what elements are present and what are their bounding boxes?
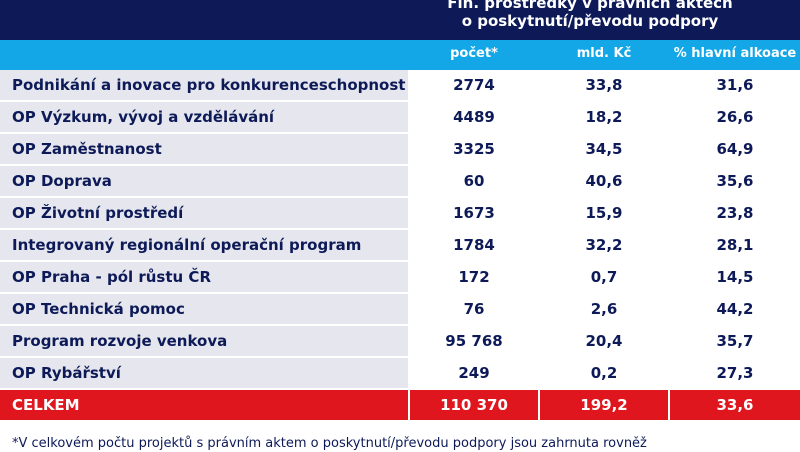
amount-cell: 0,7 (540, 262, 668, 292)
amount-cell: 18,2 (540, 102, 668, 132)
total-percent: 33,6 (670, 390, 800, 420)
count-cell: 4489 (410, 102, 538, 132)
percent-cell: 26,6 (670, 102, 800, 132)
program-name: OP Rybářství (0, 358, 408, 388)
table-row: Integrovaný regionální operační program … (0, 230, 800, 262)
table-row: OP Rybářství 249 0,2 27,3 (0, 358, 800, 390)
table-body: Podnikání a inovace pro konkurenceschopn… (0, 70, 800, 422)
table-title: Fin. prostředky v právních aktech o posk… (420, 0, 760, 30)
program-name: Integrovaný regionální operační program (0, 230, 408, 260)
program-name: Program rozvoje venkova (0, 326, 408, 356)
table-row: OP Technická pomoc 76 2,6 44,2 (0, 294, 800, 326)
table-header-band: Fin. prostředky v právních aktech o posk… (0, 0, 800, 40)
amount-cell: 2,6 (540, 294, 668, 324)
table-title-line-2: o poskytnutí/převodu podpory (461, 12, 719, 30)
program-name: OP Životní prostředí (0, 198, 408, 228)
total-row: CELKEM 110 370 199,2 33,6 (0, 390, 800, 422)
count-cell: 95 768 (410, 326, 538, 356)
count-cell: 1784 (410, 230, 538, 260)
program-name: OP Výzkum, vývoj a vzdělávání (0, 102, 408, 132)
amount-cell: 32,2 (540, 230, 668, 260)
percent-cell: 35,7 (670, 326, 800, 356)
amount-cell: 33,8 (540, 70, 668, 100)
footnote: *V celkovém počtu projektů s právním akt… (12, 436, 647, 451)
table-row: OP Doprava 60 40,6 35,6 (0, 166, 800, 198)
percent-cell: 35,6 (670, 166, 800, 196)
table-row: OP Zaměstnanost 3325 34,5 64,9 (0, 134, 800, 166)
percent-cell: 28,1 (670, 230, 800, 260)
count-cell: 3325 (410, 134, 538, 164)
column-header-row: počet* mld. Kč % hlavní alkoace (0, 40, 800, 70)
percent-cell: 27,3 (670, 358, 800, 388)
table-title-line-1: Fin. prostředky v právních aktech (447, 0, 733, 12)
amount-cell: 34,5 (540, 134, 668, 164)
percent-cell: 44,2 (670, 294, 800, 324)
column-header-program (0, 40, 408, 70)
count-cell: 2774 (410, 70, 538, 100)
table-row: Program rozvoje venkova 95 768 20,4 35,7 (0, 326, 800, 358)
column-header-count: počet* (450, 46, 498, 61)
total-amount: 199,2 (540, 390, 668, 420)
amount-cell: 20,4 (540, 326, 668, 356)
percent-cell: 14,5 (670, 262, 800, 292)
column-header-amount: mld. Kč (576, 46, 632, 61)
amount-cell: 40,6 (540, 166, 668, 196)
table-row: Podnikání a inovace pro konkurenceschopn… (0, 70, 800, 102)
percent-cell: 64,9 (670, 134, 800, 164)
column-header-percent: % hlavní alkoace (673, 46, 797, 61)
count-cell: 76 (410, 294, 538, 324)
table-row: OP Praha - pól růstu ČR 172 0,7 14,5 (0, 262, 800, 294)
table-row: OP Výzkum, vývoj a vzdělávání 4489 18,2 … (0, 102, 800, 134)
program-name: Podnikání a inovace pro konkurenceschopn… (0, 70, 408, 100)
count-cell: 172 (410, 262, 538, 292)
count-cell: 1673 (410, 198, 538, 228)
program-name: OP Praha - pól růstu ČR (0, 262, 408, 292)
program-name: OP Technická pomoc (0, 294, 408, 324)
amount-cell: 0,2 (540, 358, 668, 388)
count-cell: 60 (410, 166, 538, 196)
total-label: CELKEM (0, 390, 408, 420)
percent-cell: 23,8 (670, 198, 800, 228)
count-cell: 249 (410, 358, 538, 388)
total-count: 110 370 (410, 390, 538, 420)
percent-cell: 31,6 (670, 70, 800, 100)
amount-cell: 15,9 (540, 198, 668, 228)
program-name: OP Doprava (0, 166, 408, 196)
program-name: OP Zaměstnanost (0, 134, 408, 164)
table-row: OP Životní prostředí 1673 15,9 23,8 (0, 198, 800, 230)
